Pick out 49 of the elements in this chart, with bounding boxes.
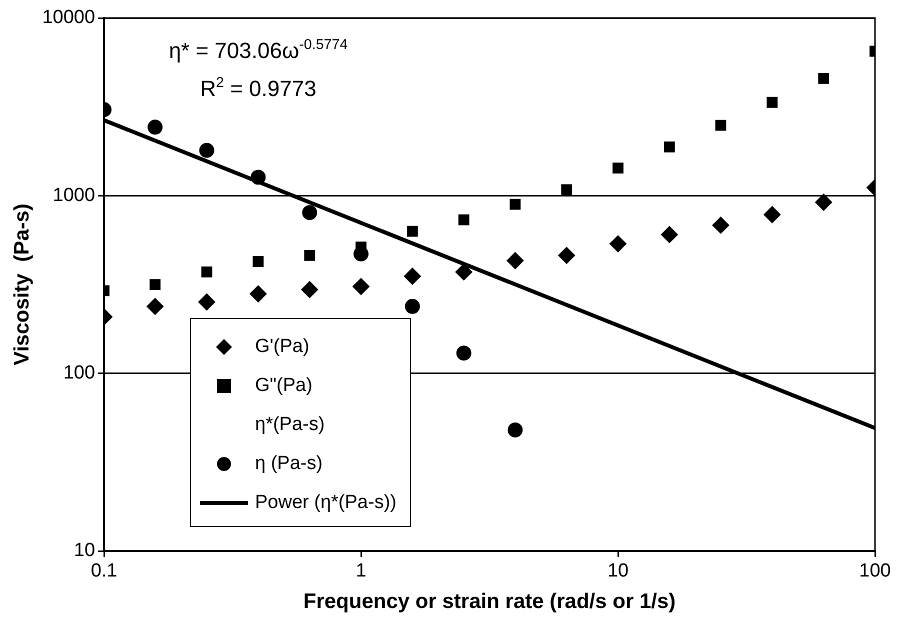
point	[198, 294, 216, 311]
point	[304, 250, 316, 261]
legend-label: η*(Pa-s)	[255, 414, 325, 436]
x-axis-title: Frequency or strain rate (rad/s or 1/s)	[303, 590, 676, 614]
point	[199, 142, 214, 158]
x-tick-label: 100	[859, 560, 891, 582]
point	[558, 246, 576, 264]
point	[508, 422, 523, 438]
point	[148, 120, 163, 135]
point	[146, 298, 164, 315]
point	[561, 184, 572, 196]
y-axis-title: Viscosity (Pa-s)	[10, 204, 34, 366]
legend-label: G"(Pa)	[255, 374, 312, 396]
point	[612, 162, 624, 174]
point	[660, 226, 678, 244]
point	[352, 278, 370, 296]
x-tick-label: 10	[607, 560, 629, 582]
point	[815, 194, 832, 211]
point	[455, 263, 472, 280]
point	[301, 281, 318, 298]
point	[610, 235, 627, 252]
point	[406, 226, 418, 237]
y-tick-label: 100	[63, 362, 96, 384]
point	[715, 120, 726, 131]
point	[404, 268, 421, 285]
point	[712, 216, 730, 234]
point	[664, 142, 675, 152]
point	[150, 279, 161, 290]
point	[302, 205, 318, 220]
point	[766, 96, 778, 108]
legend-label: η (Pa-s)	[255, 452, 323, 474]
point	[250, 285, 267, 302]
point	[818, 72, 830, 84]
x-tick-label: 0.1	[90, 560, 118, 582]
point	[506, 252, 524, 270]
point	[764, 206, 781, 224]
point	[458, 214, 470, 226]
y-tick-label: 10	[74, 540, 96, 562]
point	[250, 170, 266, 185]
legend-label: G'(Pa)	[255, 336, 310, 358]
y-tick-label: 1000	[52, 184, 96, 206]
x-tick-label: 1	[356, 560, 366, 582]
y-tick-label: 10000	[42, 7, 96, 28]
legend-label: Power (η*(Pa-s))	[255, 492, 396, 514]
point	[456, 346, 472, 361]
point	[510, 198, 521, 210]
point	[404, 298, 420, 314]
point	[252, 256, 264, 267]
point	[201, 266, 212, 278]
